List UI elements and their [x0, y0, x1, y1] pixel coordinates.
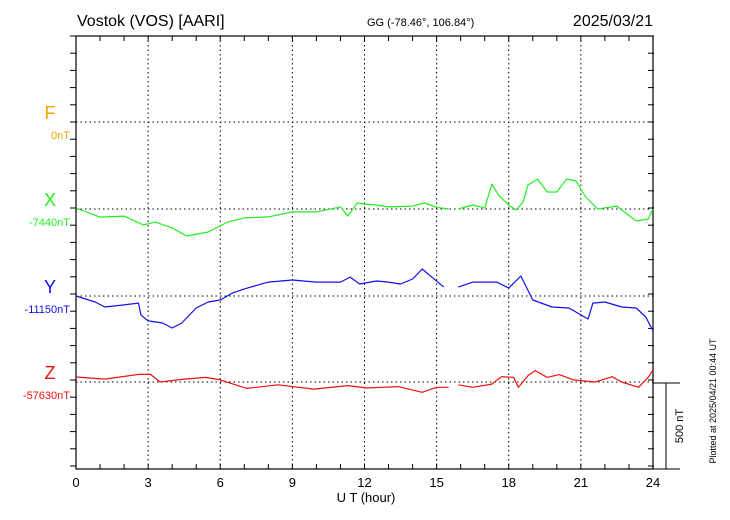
x-tick-label: 3	[145, 475, 152, 490]
series-name-y: Y	[44, 277, 56, 297]
series-name-f: F	[45, 103, 56, 123]
series-line-x	[75, 202, 449, 237]
x-tick-label: 6	[217, 475, 224, 490]
x-tick-label: 15	[429, 475, 443, 490]
chart-date: 2025/03/21	[573, 13, 653, 30]
series-line-z	[75, 373, 449, 393]
series-line-x	[458, 178, 654, 222]
station-title: Vostok (VOS) [AARI]	[77, 13, 225, 30]
x-axis-label: U T (hour)	[337, 490, 396, 505]
series-baseline-f: 0nT	[51, 130, 70, 142]
axes: 0 3 6 9 12 15 18 21 24	[70, 35, 660, 490]
series-line-y	[458, 275, 654, 332]
scale-bar: 500 nT	[653, 382, 686, 470]
series-labels: F 0nT X -7440nT Y -11150nT Z -57630nT	[23, 103, 70, 402]
series-name-x: X	[44, 190, 56, 210]
series-name-z: Z	[45, 363, 56, 383]
station-coordinates: GG (-78.46°, 106.84°)	[367, 17, 474, 29]
series-lines	[75, 178, 654, 393]
x-tick-label: 18	[502, 475, 516, 490]
series-baseline-z: -57630nT	[23, 390, 70, 402]
series-baseline-y: -11150nT	[25, 304, 71, 316]
scale-bar-label: 500 nT	[674, 409, 686, 444]
plotted-timestamp: Plotted at 2025/04/21 00:44 UT	[708, 338, 718, 464]
series-baseline-x: -7440nT	[29, 217, 70, 229]
x-tick-label: 12	[357, 475, 371, 490]
series-line-z	[458, 369, 654, 388]
x-tick-label: 24	[646, 475, 660, 490]
x-tick-label: 9	[289, 475, 296, 490]
grid	[76, 36, 653, 469]
x-tick-label: 0	[72, 475, 79, 490]
x-tick-label: 21	[574, 475, 588, 490]
series-line-y	[75, 268, 445, 329]
